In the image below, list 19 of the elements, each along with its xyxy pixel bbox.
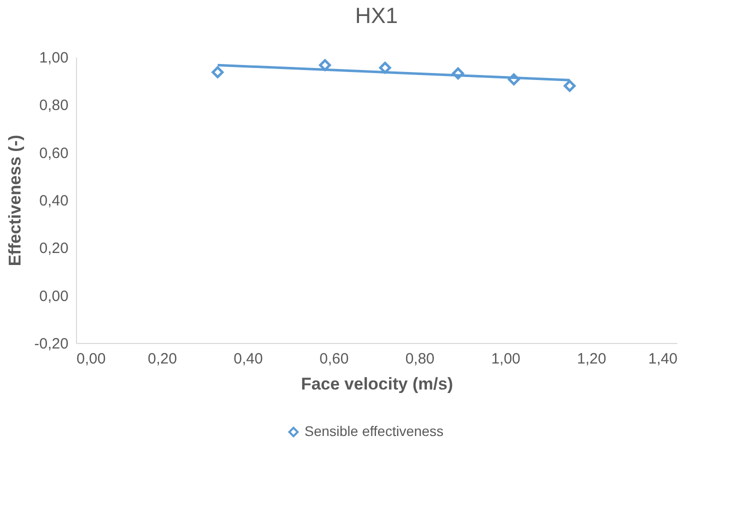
y-tick-label: 0,60 bbox=[39, 144, 68, 162]
x-tick-label: 0,00 bbox=[76, 350, 106, 368]
x-tick-label: 0,60 bbox=[319, 350, 349, 368]
y-tick-label: 0,20 bbox=[39, 240, 68, 258]
y-tick-label: 0,00 bbox=[39, 288, 68, 305]
chart-title: HX1 bbox=[355, 3, 398, 28]
legend-label: Sensible effectiveness bbox=[304, 423, 444, 439]
x-tick-label: 0,40 bbox=[234, 350, 263, 368]
y-tick-label: 0,40 bbox=[39, 192, 68, 210]
y-tick-label: 0,80 bbox=[39, 97, 68, 114]
x-tick-label: 0,80 bbox=[405, 350, 435, 368]
y-axis-title: Effectiveness (-) bbox=[5, 134, 24, 266]
x-tick-label: 1,20 bbox=[577, 350, 606, 368]
x-tick-label: 1,00 bbox=[491, 350, 520, 368]
x-tick-label: 0,20 bbox=[148, 350, 177, 368]
x-tick-label: 1,40 bbox=[648, 350, 678, 368]
y-tick-label: -0,20 bbox=[34, 336, 68, 352]
x-axis-title: Face velocity (m/s) bbox=[300, 374, 454, 394]
y-tick-label: 1,00 bbox=[39, 50, 68, 66]
